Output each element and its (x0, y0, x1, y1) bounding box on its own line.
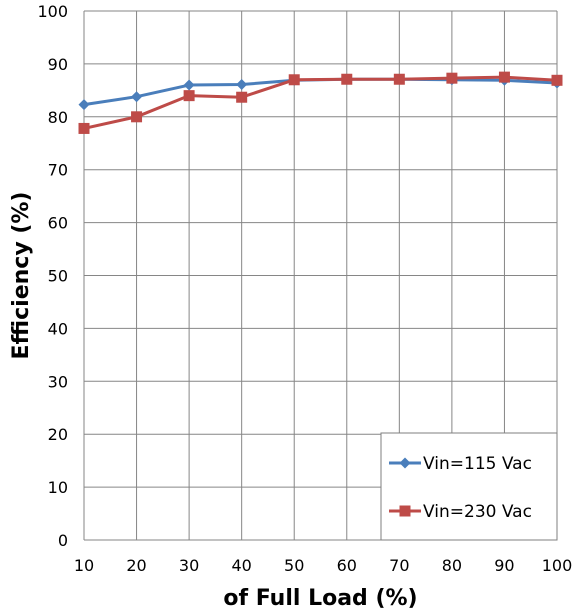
y-tick-label: 40 (48, 319, 68, 338)
x-tick-labels: 10 20 30 40 50 60 70 80 90 100 (74, 556, 572, 575)
data-point (131, 111, 143, 123)
series-2 (78, 71, 563, 134)
data-point (393, 73, 405, 85)
legend-box (380, 432, 558, 541)
x-tick-label: 10 (74, 556, 94, 575)
x-tick-label: 80 (442, 556, 462, 575)
y-tick-label: 100 (37, 2, 68, 21)
series-group (78, 71, 563, 134)
data-point (498, 71, 510, 83)
data-point (78, 122, 90, 134)
x-tick-label: 90 (494, 556, 514, 575)
data-point (131, 91, 143, 103)
data-point (341, 73, 353, 85)
data-point (183, 79, 195, 91)
legend-label: Vin=115 Vac (423, 454, 532, 474)
y-tick-label: 80 (48, 108, 68, 127)
legend: Vin=115 Vac Vin=230 Vac (380, 432, 558, 541)
x-tick-label: 20 (126, 556, 146, 575)
legend-marker (399, 505, 411, 517)
series-line (83, 75, 558, 130)
x-tick-label: 30 (179, 556, 199, 575)
x-tick-label: 40 (231, 556, 251, 575)
y-tick-label: 30 (48, 372, 68, 391)
data-point (78, 99, 90, 111)
data-point (236, 91, 248, 103)
x-axis-title: of Full Load (%) (223, 586, 417, 611)
y-tick-label: 70 (48, 161, 68, 180)
y-tick-label: 20 (48, 425, 68, 444)
x-tick-label: 100 (542, 556, 573, 575)
legend-marker (399, 457, 411, 469)
legend-item-2: Vin=230 Vac (389, 502, 532, 522)
y-tick-label: 50 (48, 267, 68, 286)
y-tick-label: 60 (48, 214, 68, 233)
data-point (288, 74, 300, 86)
x-tick-label: 50 (284, 556, 304, 575)
y-tick-label: 10 (48, 478, 68, 497)
x-tick-label: 60 (337, 556, 357, 575)
y-tick-labels: 0 10 20 30 40 50 60 70 80 90 100 (37, 2, 68, 550)
y-tick-label: 0 (58, 531, 68, 550)
data-point (236, 79, 248, 91)
y-axis-title: Efficiency (%) (9, 192, 34, 360)
data-point (446, 72, 458, 84)
legend-label: Vin=230 Vac (423, 502, 532, 522)
data-point (183, 90, 195, 102)
x-tick-label: 70 (389, 556, 409, 575)
legend-item-1: Vin=115 Vac (389, 454, 532, 474)
y-tick-label: 90 (48, 55, 68, 74)
data-point (551, 74, 563, 86)
